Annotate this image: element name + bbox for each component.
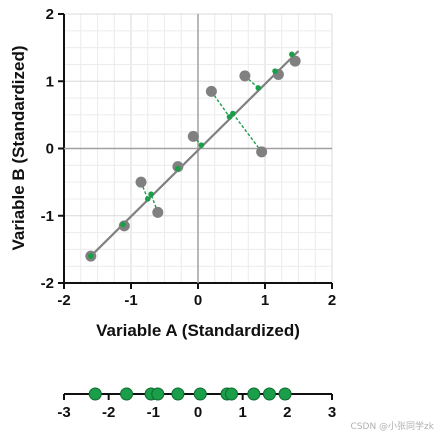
projection-axis-point [262, 387, 276, 401]
projection-line [150, 193, 159, 213]
projection-plot: -3 -2 -1 0 1 2 3 [57, 387, 336, 421]
y-tick-label: 1 [46, 73, 54, 90]
projection-axis-tick-label: -2 [102, 404, 115, 421]
y-tick-label: -1 [41, 208, 54, 225]
projection-axis-point [151, 387, 165, 401]
projection-point [198, 142, 205, 148]
projection-point [230, 110, 236, 117]
x-tick-label: 2 [328, 292, 336, 309]
projection-axis-tick-label: 3 [328, 404, 336, 421]
projection-tick-labels: -3 -2 -1 0 1 2 3 [57, 404, 336, 421]
projection-line [244, 75, 259, 89]
projection-axis-point [120, 387, 134, 401]
y-tick-label: -2 [41, 275, 54, 292]
projection-point [148, 191, 154, 198]
projection-points [88, 51, 295, 259]
projection-axis-point [193, 387, 207, 401]
projection-line [232, 113, 263, 153]
regression-line [86, 50, 300, 261]
x-tick-label: -1 [124, 292, 137, 309]
projection-point [144, 196, 151, 202]
x-tick-label: 1 [261, 292, 269, 309]
data-point [187, 130, 199, 142]
data-point [256, 146, 268, 158]
x-tick-label: 0 [194, 292, 202, 309]
projection-axis-point [171, 387, 185, 401]
watermark: CSDN @小张同学zk [351, 420, 435, 432]
data-point [135, 176, 147, 188]
projection-point [175, 165, 181, 172]
projection-axis-points [88, 387, 292, 401]
projection-axis-tick-label: 0 [194, 404, 202, 421]
projection-axis-point [225, 387, 238, 401]
projection-axis-point [88, 387, 102, 401]
projection-line [140, 181, 149, 200]
main-axes [58, 13, 333, 289]
projection-point [272, 68, 278, 74]
projection-axis-point [278, 387, 292, 401]
projection-point [88, 253, 94, 259]
data-point [205, 85, 217, 97]
x-tick-label: -2 [57, 292, 70, 309]
data-point [152, 206, 164, 218]
x-axis-title: Variable A (Standardized) [96, 321, 300, 340]
regression-line-path [86, 50, 300, 261]
projection-axis-tick-label: 1 [238, 404, 246, 421]
main-plot: -2 -1 0 1 2 -2 -1 0 1 2 Variable A (Standardized)… [9, 6, 336, 340]
y-axis-title: Variable B (Standardized) [9, 46, 28, 251]
y-tick-label: 2 [46, 6, 54, 23]
main-tick-labels: -2 -1 0 1 2 -2 -1 0 1 2 [41, 6, 337, 309]
projection-axis-point [247, 387, 261, 401]
data-point [289, 55, 301, 67]
projection-axis-tick-label: -1 [147, 404, 160, 421]
projection-point [289, 51, 295, 58]
projection-point [120, 221, 126, 228]
y-tick-label: 0 [46, 141, 54, 158]
projection-point [255, 85, 262, 91]
projection-axis-tick-label: 2 [283, 404, 291, 421]
projection-axis-tick-label: -3 [57, 404, 70, 421]
data-point [239, 70, 251, 82]
